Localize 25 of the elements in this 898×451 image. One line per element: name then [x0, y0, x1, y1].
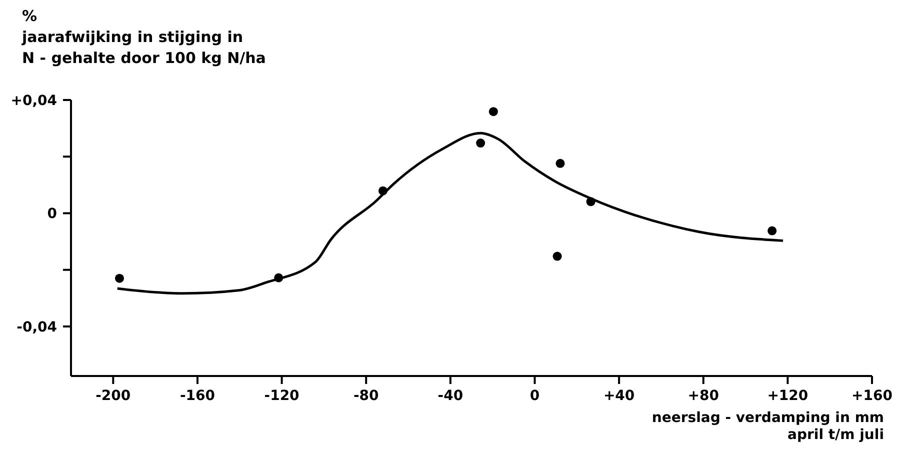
y-tick-label: +0,04: [10, 93, 58, 109]
point: [378, 186, 388, 196]
y-axis-title: % jaarafwijking in stijging in N - gehalte door 100 kg N/ha: [22, 6, 266, 69]
x-tick-label: +120: [767, 388, 808, 404]
x-tick-label: +40: [603, 388, 635, 404]
point: [768, 226, 777, 236]
x-tick-label: +80: [688, 388, 720, 404]
point: [114, 274, 124, 283]
point: [476, 138, 486, 148]
x-axis-title: neerslag - verdamping in mm april t/m juli: [652, 410, 884, 444]
x-tick-label: -120: [264, 388, 300, 404]
point: [556, 158, 565, 168]
point: [274, 273, 284, 282]
point: [488, 107, 498, 116]
x-tick-label: -80: [353, 388, 380, 404]
y-tick-label: -0,04: [16, 319, 58, 336]
x-tick-label: +160: [852, 388, 893, 404]
y-tick-label: 0: [47, 206, 58, 222]
line-series: [116, 132, 784, 295]
x-tick-label: 0: [530, 388, 540, 404]
point: [586, 197, 596, 206]
x-tick-label: -40: [438, 388, 464, 404]
x-tick-label: -160: [180, 388, 216, 404]
x-tick-label: -200: [96, 388, 131, 404]
point: [552, 252, 562, 261]
